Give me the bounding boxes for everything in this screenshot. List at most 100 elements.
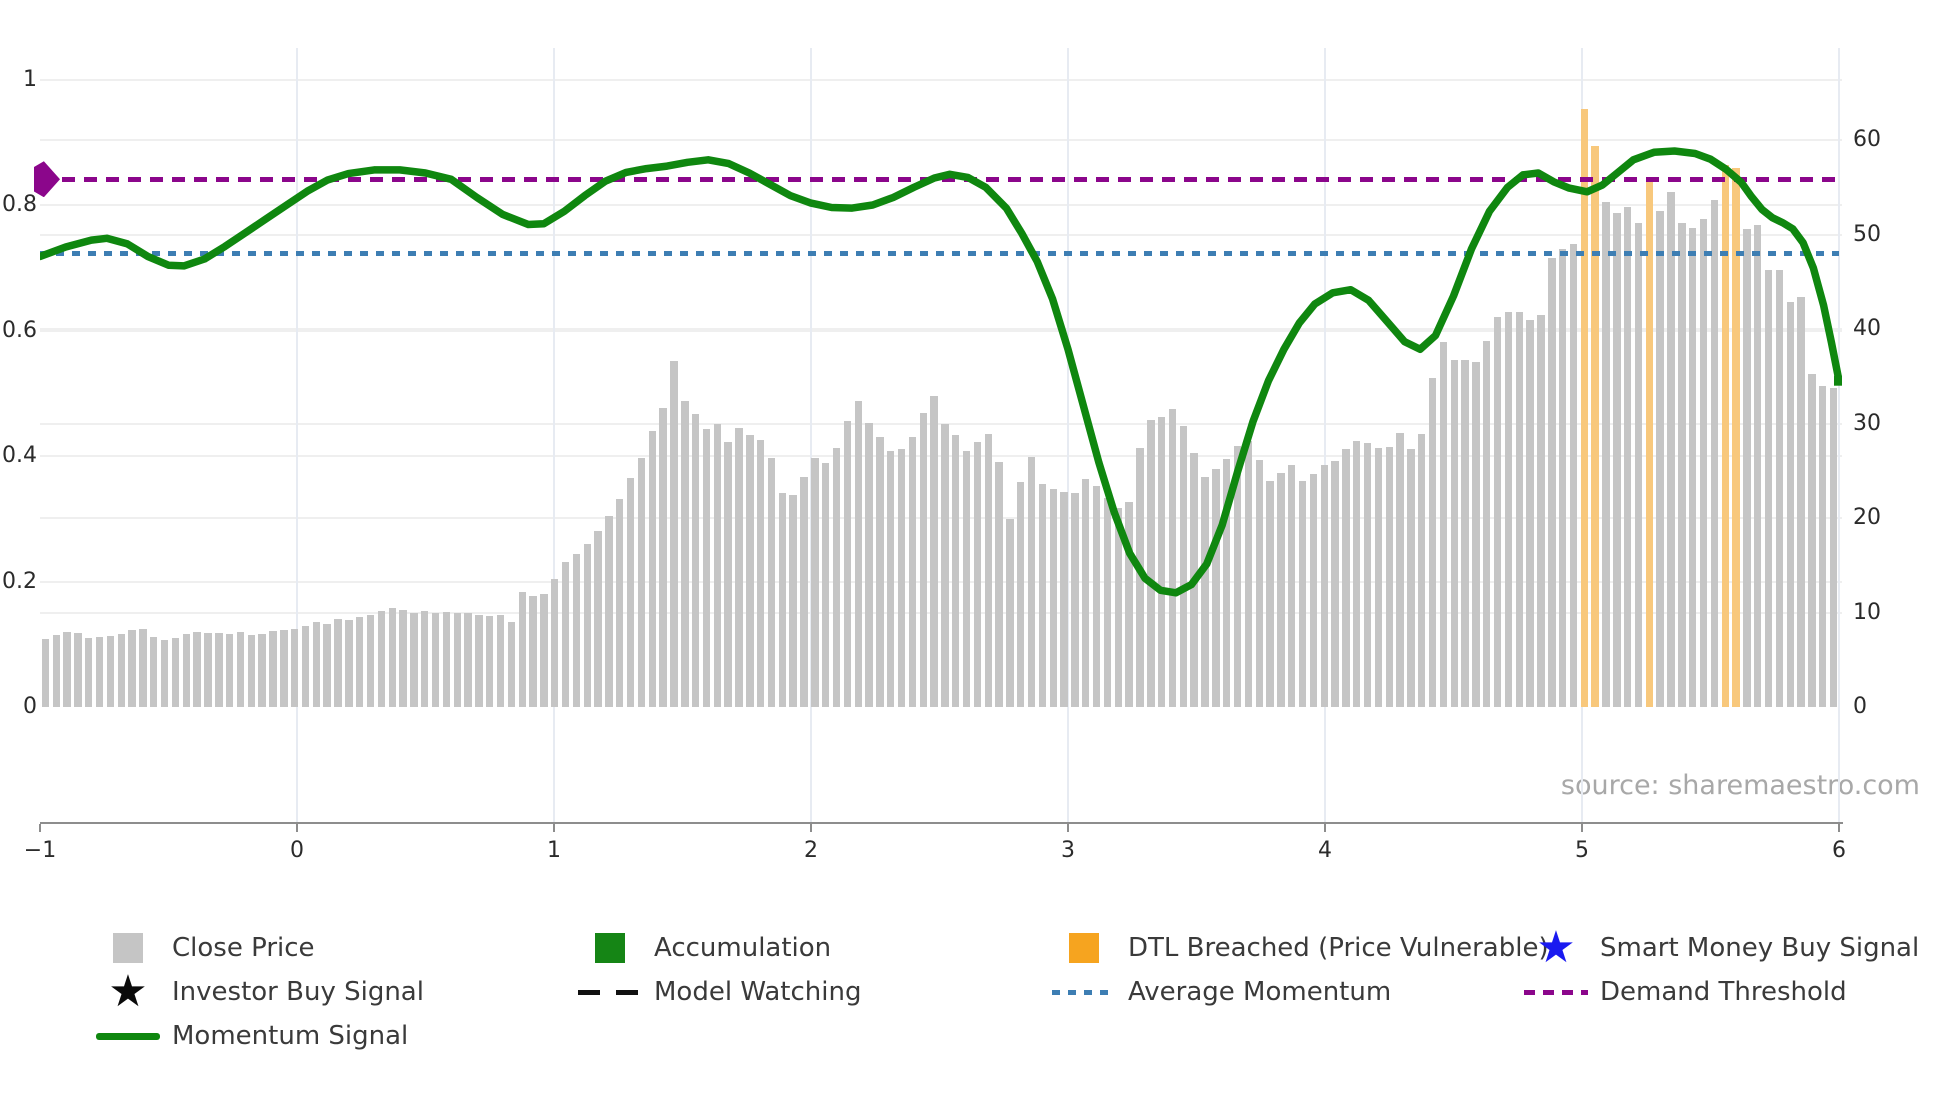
close-price-bar [962,450,971,707]
close-price-bar [1548,258,1556,707]
gridline-vertical [553,48,555,822]
legend-label: Demand Threshold [1600,977,1847,1007]
close-price-bar [1613,212,1621,707]
dtl-breached-bar [1721,164,1729,707]
close-price-bar [150,637,158,707]
close-price-bar [453,613,461,707]
close-price-bar [1829,387,1838,707]
close-price-bar [919,413,927,707]
close-price-bar [431,612,440,707]
close-price-bar [551,579,559,707]
gridline-vertical [1838,48,1840,822]
gridline-horizontal [40,422,1842,425]
y-right-tick-label: 60 [1853,127,1881,152]
close-price-bar [1710,200,1719,707]
close-price-bar [713,424,722,707]
y-left-tick-label: 0 [23,694,37,719]
close-price-bar [1147,419,1155,707]
gridline-vertical [296,48,298,822]
dtl-legend-swatch [1069,933,1099,963]
close-price-bar [74,633,82,707]
close-price-bar [507,621,516,707]
close-price-bar [193,632,201,707]
close-price-bar [323,623,331,707]
close-price-bar [767,458,776,707]
close-price-bar [1320,465,1328,707]
y-left-tick-label: 0.2 [2,568,37,594]
close-price-bar [1298,481,1307,707]
close-price-bar [225,634,234,707]
close-price-bar [95,637,104,707]
average-momentum-line [40,251,1839,257]
close-price-bar [215,633,223,707]
close-price-bar [605,516,613,707]
close-price-bar [832,448,841,707]
x-axis-tick [1838,824,1840,832]
close-price-bar [1450,360,1458,707]
close-price-bar [269,631,277,707]
close-price-bar [1656,210,1664,707]
close-price-bar [1418,433,1426,707]
dtl-breached-bar [1732,168,1740,707]
close-price-bar [1201,477,1209,707]
close-price-bar [258,634,266,707]
close-price-bar [681,400,689,707]
close-price-bar [1049,488,1057,707]
dashed-line-swatch [578,989,642,995]
legend-swatch-box: ★ [96,970,160,1014]
close-price-bar [236,632,245,707]
accumulation-swatch [595,933,625,963]
gridline-vertical [1067,48,1069,822]
close-price-bar [410,612,418,707]
close-price-bar [800,477,808,707]
close-price-bar [616,499,624,707]
y-right-tick-label: 10 [1853,599,1881,625]
gridline-horizontal [40,329,1842,332]
close-price-bar [1472,362,1480,707]
line-swatch [96,1032,160,1040]
close-price-bar [1342,449,1350,707]
close-price-bar [1114,507,1122,707]
close-price-bar [1288,465,1296,707]
x-axis-tick-label: 2 [804,838,818,863]
close-price-bar [778,493,787,707]
y-left-tick-label: 0.4 [2,443,37,468]
close-price-bar [1233,446,1242,707]
legend-item-demand-threshold: Demand Threshold [1524,974,1847,1010]
close-price-bar [1125,501,1133,707]
dtl-breached-bar [1580,108,1588,707]
close-price-bar [897,449,906,707]
close-price-bar [1667,191,1675,707]
close-price-bar [1060,491,1068,707]
gridline-horizontal [40,328,1842,330]
close-price-bar [475,615,483,707]
gridline-horizontal [40,580,1842,583]
gridline-horizontal [40,233,1842,236]
legend-swatch-box [578,989,642,995]
close-price-bar [1439,342,1448,707]
dtl-breached-bar [1591,145,1599,707]
close-price-bar [356,617,364,707]
y-left-tick-label: 0.8 [2,192,37,217]
legend-item-investor-buy-signal: ★ Investor Buy Signal [96,970,424,1014]
close-price-bar [756,439,765,707]
close-price-bar [746,434,754,707]
close-price-bar [876,436,884,707]
y-right-tick-label: 30 [1853,410,1881,436]
x-axis-tick-label: 0 [290,838,304,863]
legend-item-accumulation: Accumulation [578,930,831,966]
legend-swatch-box [1524,989,1588,995]
close-price-bar [561,562,570,707]
close-price-bar [290,628,299,707]
legend-item-smart-money-buy-signal: ★ Smart Money Buy Signal [1524,926,1919,970]
close-price-bar [442,611,451,707]
close-price-bar [1808,374,1816,707]
close-price-bar [887,450,895,707]
legend-item-model-watching: Model Watching [578,974,861,1010]
source-credit: source: sharemaestro.com [1560,770,1920,801]
legend-label: Average Momentum [1128,977,1392,1007]
close-price-bar [1309,473,1318,707]
momentum-line-end-marker [1834,375,1842,386]
close-price-bar [854,400,862,707]
close-price-bar [659,408,667,707]
